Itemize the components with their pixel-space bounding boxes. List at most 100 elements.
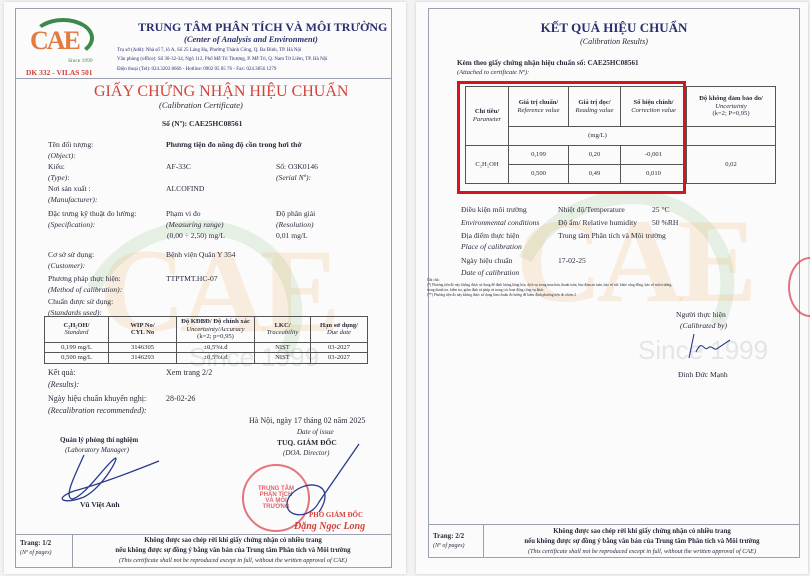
spec-label: Đặc trưng kỹ thuật đo lường: — [48, 209, 137, 218]
method-label: Phương pháp thực hiện: — [48, 274, 121, 283]
official-stamp: TRUNG TÂM PHÂN TÍCH VÀ MÔI TRƯỜNG — [242, 464, 310, 532]
calibrated-by-label: Người thực hiện — [676, 310, 726, 319]
standards-table: C₂H₅OH/Standard WIP No/CYL No Độ KĐBĐ/ Đ… — [44, 316, 368, 364]
header-traceability: LKC/Traceability — [254, 316, 311, 343]
calibration-date-value: 17-02-25 — [558, 256, 586, 265]
issue-date-label: Date of issue — [297, 428, 334, 436]
temperature-label: Nhiệt độ/Temperature — [558, 205, 625, 214]
header-uncertainty: Độ không đảm bảo đo/Uncertainty (k=2; P=0… — [686, 86, 776, 127]
recal-label: Ngày hiệu chuẩn khuyến nghị: — [48, 394, 147, 403]
results-title: KẾT QUẢ HIỆU CHUẨN — [540, 20, 688, 35]
address: Trụ sở (Add): Nhà số 7, lô A, Số 25 Láng… — [117, 48, 302, 53]
lab-manager-title-en: (Laboratory Manager) — [65, 446, 129, 454]
empty-cell — [686, 126, 776, 146]
signature-calibrator — [688, 333, 731, 359]
cell: NIST — [254, 352, 311, 364]
org-name-en: (Center of Analysis and Environment) — [184, 34, 318, 44]
results-label: Kết quả: — [48, 368, 76, 377]
note-2: (**) Phương tiện đo này không được sử dụ… — [427, 293, 577, 297]
method-label-en: (Method of calibration): — [48, 285, 123, 294]
results-title-en: (Calibration Results) — [580, 37, 648, 46]
cell: NIST — [254, 341, 311, 354]
manufacturer-label-en: (Manufacturer): — [48, 195, 98, 204]
table-header-row: C₂H₅OH/Standard WIP No/CYL No Độ KĐBĐ/ Đ… — [44, 316, 368, 343]
temperature-value: 25 °C — [652, 205, 670, 214]
cell: 3146305 — [108, 341, 177, 354]
type-value: AF-33C — [166, 162, 191, 171]
results-table: Chỉ tiêu/Parameter Giá trị chuẩn/Referen… — [465, 86, 776, 184]
standards-label: Chuẩn được sử dụng: — [48, 297, 114, 306]
standards-label-en: (Standards used): — [48, 308, 102, 317]
object-label: Tên đối tượng: — [48, 140, 94, 149]
phone: Điện thoại (Tel): 024.3203 8666 - Hotlin… — [117, 67, 277, 72]
cell: 0,010 — [620, 164, 687, 184]
deputy-director-title: PHÓ GIÁM ĐỐC — [309, 511, 364, 519]
footer-divider — [428, 524, 800, 525]
type-label-en: (Type): — [48, 173, 70, 182]
page-number: Trang: 2/2 — [433, 532, 465, 540]
manufacturer-value: ALCOFIND — [166, 184, 205, 193]
cell: 0,199 mg/L — [44, 341, 109, 354]
header-parameter: Chỉ tiêu/Parameter — [465, 86, 509, 146]
director-title: TUQ. GIÁM ĐỐC — [277, 438, 337, 447]
calibrator-name: Đinh Đức Mạnh — [678, 370, 728, 379]
calibration-date-label: Ngày hiệu chuẩn — [461, 256, 513, 265]
spec-label-en: (Specification): — [48, 220, 96, 229]
humidity-label: Độ ẩm/ Relative humidity — [558, 218, 638, 227]
divider — [15, 78, 392, 79]
resolution-value: 0,01 mg/L — [276, 231, 308, 240]
results-label-en: (Results): — [48, 380, 80, 389]
highlight-box — [457, 81, 686, 194]
certificate-title-en: (Calibration Certificate) — [159, 100, 243, 110]
note-1: (*) Phương tiện đo này không được sử dụn… — [427, 283, 673, 287]
cell: 03-2027 — [310, 341, 368, 354]
footer-divider — [15, 534, 392, 535]
footer-line-1: Không được sao chép rời khi giấy chứng n… — [144, 537, 322, 544]
serial-value: Số: O3K0146 — [276, 162, 318, 171]
org-name: TRUNG TÂM PHÂN TÍCH VÀ MÔI TRƯỜNG — [138, 20, 388, 34]
method-value: TTPTMT.HC-07 — [166, 274, 218, 283]
type-label: Kiểu: — [48, 162, 65, 171]
range-value: (0,00 ÷ 2,50) mg/L — [167, 231, 225, 240]
lab-manager-name: Vũ Việt Anh — [80, 500, 120, 509]
env-label-en: Environmental conditions — [461, 218, 540, 227]
note-1-cont: trong thanh tra, kiểm tra, giám định tư … — [427, 288, 544, 292]
notes-heading: Ghi chú: — [427, 278, 440, 282]
range-label: Phạm vi đo — [166, 209, 201, 218]
footer-line-1: Không được sao chép rời khi giấy chứng n… — [553, 528, 731, 535]
table-row: C₂H₅OH 0,199 0,20 -0,001 0,02 — [465, 145, 776, 184]
watermark-logo: CAE — [516, 194, 757, 327]
footer-line-3: (This certificate shall not be reproduce… — [527, 548, 757, 555]
attached-certificate: Kèm theo giấy chứng nhận hiệu chuẩn số: … — [457, 59, 639, 67]
cell: ±0,5%t.đ — [176, 341, 255, 354]
attached-certificate-en: (Attached to certificate Nº): — [457, 69, 530, 76]
cell: 03-2027 — [310, 352, 368, 364]
cell: 0,500 mg/L — [44, 352, 109, 364]
humidity-value: 50 %RH — [652, 218, 679, 227]
certificate-number: Số (Nº): CAE25HC08561 — [162, 119, 243, 128]
object-value: Phương tiện đo nồng độ cồn trong hơi thở — [166, 140, 302, 149]
manufacturer-label: Nơi sản xuất : — [48, 184, 91, 193]
header-standard: C₂H₅OH/Standard — [44, 316, 109, 343]
place-label: Địa điểm thực hiện — [461, 231, 520, 240]
recal-value: 28-02-26 — [166, 394, 196, 403]
footer-line-2: nếu không được sự đồng ý bằng văn bản củ… — [524, 538, 760, 545]
page-number-label: (Nº of pages) — [20, 550, 52, 556]
serial-label-en: (Serial Nº): — [276, 173, 312, 182]
table-row: 0,500 0,49 0,010 — [466, 164, 776, 184]
cell: 0,500 — [508, 164, 569, 184]
page-number-label: (Nº of pages) — [433, 543, 465, 549]
office: Văn phòng (office): Số 30-32-34, Ngõ 112… — [117, 57, 328, 62]
footer-line-3: (This certificate shall not be reproduce… — [118, 557, 348, 564]
customer-value: Bệnh viện Quân Y 354 — [166, 250, 236, 259]
resolution-label-en: (Resolution) — [276, 220, 314, 229]
header-due-date: Hạn sử dụng/Due date — [310, 316, 368, 343]
range-label-en: (Measuring range) — [166, 220, 224, 229]
accreditation: DK 332 - VILAS 501 — [26, 68, 93, 77]
cae-logo: CAE Since 1999 — [26, 18, 98, 64]
place-label-en: Place of calibration — [461, 242, 522, 251]
table-row: 0,500 mg/L 3146293 ±0,5%t.đ NIST 03-2027 — [44, 352, 368, 364]
watermark-since: Since 1999 — [638, 335, 769, 365]
object-label-en: (Object): — [48, 151, 76, 160]
customer-label-en: (Customer): — [48, 261, 86, 270]
